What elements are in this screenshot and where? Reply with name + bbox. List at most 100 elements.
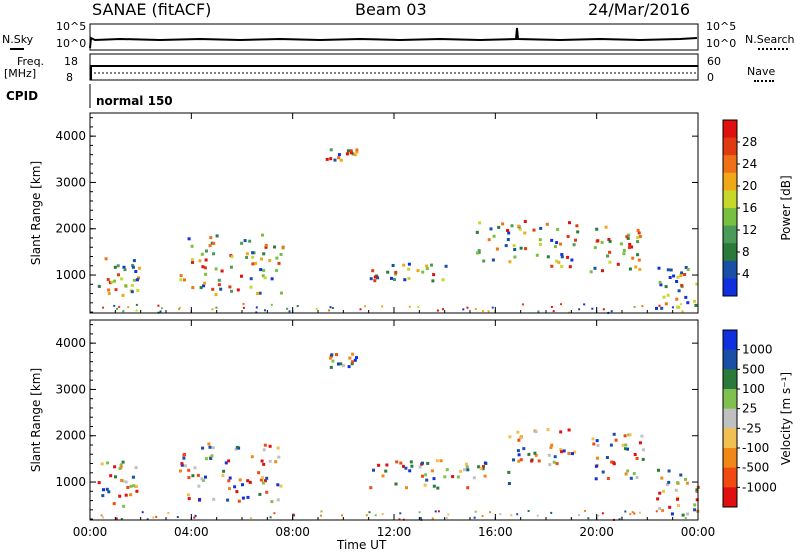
echo-cell-p1-r1 <box>228 487 231 491</box>
echo-cell-p0-r1 <box>214 267 218 271</box>
echo-cell-p0-r2 <box>349 149 353 153</box>
echo-cell-p0-r4 <box>557 260 561 264</box>
echo-cell-p1-r2 <box>331 359 335 363</box>
echo-cell-p1-r1 <box>263 479 267 483</box>
echo-cell-p0-r4 <box>491 258 495 262</box>
echo-cell-p0-r1 <box>191 260 194 264</box>
echo-cell-p0-r4 <box>501 222 505 226</box>
echo-cell-p0-r5 <box>634 265 638 269</box>
echo-cell-p1-r6 <box>679 473 683 477</box>
echo-cell-p0-r5 <box>595 227 599 231</box>
y-axis-label-1: Slant Range [km] <box>29 368 43 472</box>
nsky-label: N.Sky <box>2 33 34 46</box>
colorbar-tick-label-0: 4 <box>742 267 750 281</box>
echo-cell-p0-r5 <box>630 245 634 249</box>
echo-cell-p1-r6 <box>693 503 697 507</box>
colorbar-swatch-0 <box>723 172 737 191</box>
echo-cell-p0-r6 <box>684 295 688 299</box>
echo-cell-p1-r0 <box>135 489 139 493</box>
echo-cell-p1-r6 <box>686 512 690 516</box>
echo-cell-p1-r3 <box>408 469 412 473</box>
echo-cell-p1-r2 <box>339 362 343 366</box>
echo-cell-p1-r1 <box>183 453 187 456</box>
echo-cell-p0-r0 <box>132 278 136 282</box>
echo-cell-p0-r0 <box>116 264 120 268</box>
echo-cell-p0-r4 <box>519 246 523 250</box>
echo-cell-p1-r3 <box>399 461 403 465</box>
nsearch-label: N.Search <box>745 33 795 46</box>
echo-cell-p0-r5 <box>628 242 632 246</box>
ground-echo-p0 <box>578 308 581 311</box>
ground-echo-p0 <box>680 303 683 306</box>
echo-cell-p0-r3 <box>373 275 377 279</box>
echo-cell-p0-r6 <box>662 295 666 299</box>
ground-echo-p0 <box>157 304 160 307</box>
echo-cell-p0-r6 <box>672 274 676 278</box>
echo-cell-p0-r3 <box>421 270 425 274</box>
echo-cell-p1-r4 <box>548 463 552 467</box>
echo-cell-p0-r5 <box>596 239 600 243</box>
echo-cell-p1-r5 <box>632 472 636 476</box>
echo-cell-p0-r4 <box>495 247 499 251</box>
echo-cell-p0-r6 <box>664 285 668 289</box>
ground-echo-p1 <box>176 516 179 518</box>
echo-cell-p0-r5 <box>637 258 641 262</box>
ground-echo-p1 <box>684 517 687 519</box>
colorbar-tick-label-1: 1000 <box>742 343 773 357</box>
echo-cell-p0-r5 <box>619 242 623 246</box>
echo-cell-p0-r1 <box>187 237 191 241</box>
ground-echo-p0 <box>102 306 104 309</box>
echo-cell-p1-r5 <box>641 457 645 461</box>
echo-cell-p1-r3 <box>445 468 449 472</box>
echo-cell-p0-r0 <box>130 290 134 294</box>
echo-cell-p0-r1 <box>208 244 212 248</box>
echo-cell-p0-r1 <box>280 291 283 295</box>
echo-cell-p0-r1 <box>230 289 233 293</box>
echo-cell-p0-r4 <box>538 238 542 242</box>
colorbar-tick-label-0: 16 <box>742 201 757 215</box>
echo-cell-p1-r3 <box>369 486 373 490</box>
ground-echo-p0 <box>331 307 334 309</box>
echo-cell-p0-r3 <box>416 269 420 273</box>
echo-cell-p1-r4 <box>555 462 559 466</box>
ground-echo-p0 <box>408 305 411 308</box>
x-tick-label: 04:00 <box>174 525 209 539</box>
echo-cell-p1-r4 <box>517 453 521 457</box>
echo-cell-p1-r5 <box>605 456 609 459</box>
ground-echo-p0 <box>491 306 494 309</box>
echo-cell-p0-r1 <box>251 255 255 259</box>
echo-cell-p0-r2 <box>346 149 350 153</box>
echo-cell-p0-r6 <box>658 280 662 284</box>
ground-echo-p1 <box>269 516 272 519</box>
echo-cell-p0-r1 <box>264 244 268 247</box>
echo-cell-p0-r0 <box>137 276 140 280</box>
echo-cell-p1-r3 <box>426 461 430 465</box>
echo-cell-p0-r1 <box>204 258 208 262</box>
echo-cell-p0-r6 <box>675 297 679 301</box>
echo-cell-p1-r4 <box>552 460 556 464</box>
echo-cell-p1-r4 <box>567 428 571 432</box>
echo-cell-p0-r4 <box>566 255 570 259</box>
ground-echo-p1 <box>374 514 377 517</box>
echo-cell-p0-r3 <box>386 270 390 274</box>
echo-cell-p1-r0 <box>122 504 126 508</box>
echo-cell-p1-r0 <box>121 460 125 464</box>
echo-cell-p1-r1 <box>183 464 187 468</box>
echo-cell-p1-r1 <box>209 457 213 460</box>
echo-cell-p0-r4 <box>560 253 564 256</box>
ground-echo-p1 <box>292 513 295 516</box>
echo-cell-p0-r1 <box>200 252 204 256</box>
echo-cell-p0-r2 <box>355 148 359 152</box>
echo-cell-p0-r4 <box>489 227 493 231</box>
echo-cell-p1-r3 <box>479 466 483 470</box>
echo-cell-p1-r1 <box>212 497 216 501</box>
y-tick-label-0: 4000 <box>55 129 86 143</box>
colorbar-frame-1 <box>722 329 738 508</box>
echo-cell-p1-r6 <box>660 476 664 480</box>
echo-cell-p0-r6 <box>680 271 684 275</box>
echo-cell-p0-r0 <box>134 270 138 273</box>
echo-cell-p0-r4 <box>476 251 479 255</box>
echo-cell-p1-r6 <box>667 480 671 484</box>
echo-cell-p1-r0 <box>124 480 128 484</box>
